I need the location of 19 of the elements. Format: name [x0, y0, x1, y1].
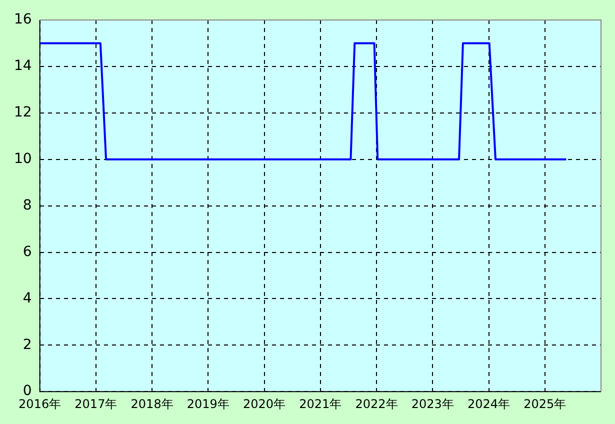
x-tick-label: 2022年 — [355, 396, 398, 411]
x-tick-label: 2017年 — [74, 396, 118, 411]
x-tick-label: 2023年 — [411, 396, 454, 411]
y-tick-label: 16 — [14, 12, 32, 28]
y-tick-label: 6 — [22, 244, 32, 260]
x-tick-label: 2024年 — [467, 396, 510, 411]
x-tick-label: 2020年 — [243, 396, 286, 411]
x-tick-label: 2018年 — [130, 396, 174, 411]
x-tick-label: 2021年 — [299, 396, 342, 411]
y-tick-label: 14 — [14, 58, 32, 74]
y-tick-label: 12 — [14, 104, 32, 121]
x-tick-label: 2016年 — [18, 396, 62, 411]
y-tick-label: 4 — [22, 290, 32, 306]
y-tick-label: 10 — [14, 150, 32, 167]
y-tick-label: 0 — [22, 383, 32, 400]
x-tick-label: 2025年 — [524, 396, 566, 411]
y-tick-label: 8 — [22, 197, 32, 214]
x-tick-label: 2019年 — [186, 396, 230, 411]
y-tick-label: 2 — [22, 336, 32, 353]
